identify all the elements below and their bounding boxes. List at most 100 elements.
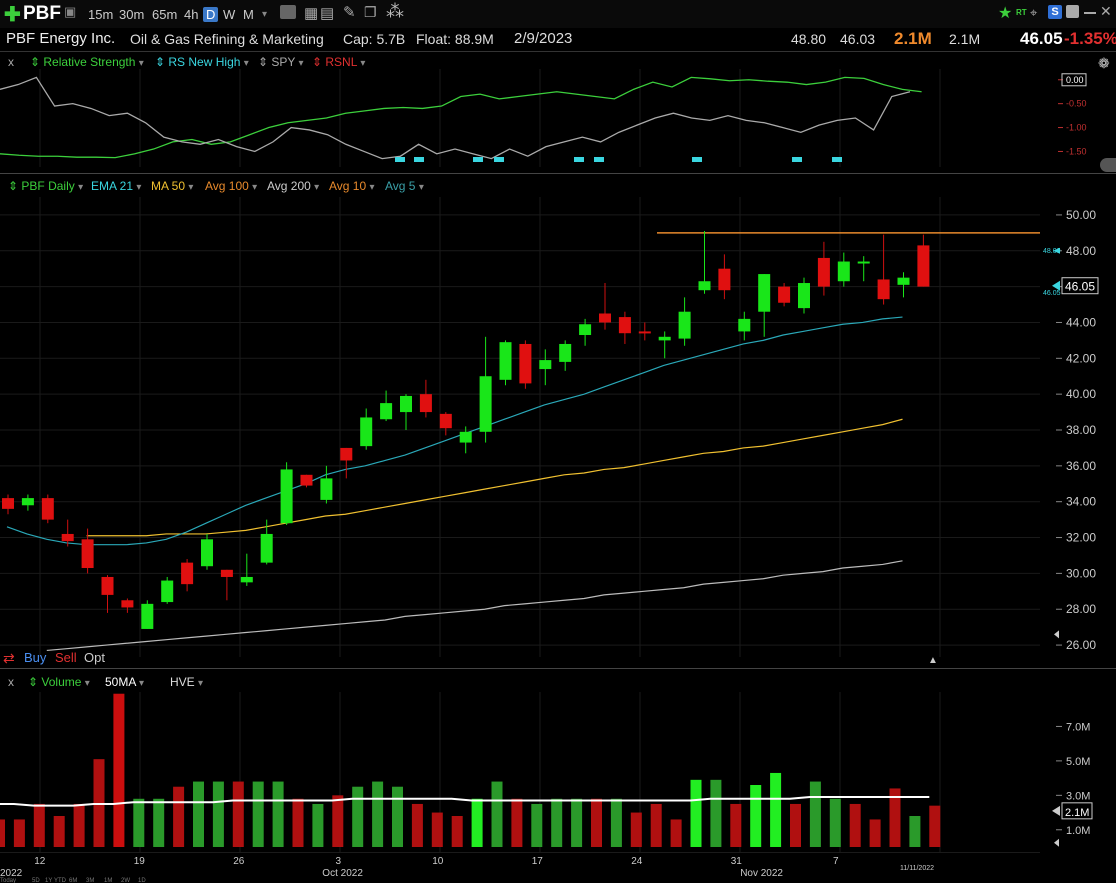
legend-avg10[interactable]: Avg 10 ▾ bbox=[329, 179, 375, 193]
pencil-icon[interactable]: ✎ bbox=[343, 4, 356, 21]
rs-item-relative-strength[interactable]: ⇕ Relative Strength ▾ bbox=[30, 55, 144, 69]
company-name: PBF Energy Inc. bbox=[6, 30, 116, 47]
volume-bar bbox=[212, 781, 224, 847]
chevron-down-icon[interactable]: ▾ bbox=[138, 58, 144, 69]
buy-button[interactable]: Buy bbox=[24, 650, 47, 665]
rs-close-button[interactable]: x bbox=[8, 55, 14, 69]
chevron-down-icon[interactable]: ▾ bbox=[243, 58, 249, 69]
volume-bar bbox=[571, 798, 583, 847]
volume-close-button[interactable]: x bbox=[8, 675, 14, 689]
price-chart[interactable]: 50.0048.0046.0044.0042.0040.0038.0036.00… bbox=[0, 197, 1116, 667]
volume-bar bbox=[630, 812, 642, 847]
rs-item-new-high[interactable]: ⇕ RS New High ▾ bbox=[155, 55, 249, 69]
share-icon[interactable]: ⁂ bbox=[386, 1, 404, 21]
volume-item[interactable]: ⇕ Volume ▾ bbox=[28, 675, 90, 689]
range-button-1y[interactable]: 1Y bbox=[45, 878, 52, 883]
candle-body bbox=[579, 324, 592, 336]
volume-bar bbox=[33, 803, 45, 847]
candle-body bbox=[618, 317, 631, 334]
chevron-down-icon[interactable]: ▾ bbox=[298, 58, 304, 69]
chevron-down-icon[interactable]: ▾ bbox=[188, 182, 194, 193]
volume-bar bbox=[670, 819, 682, 847]
chevron-down-icon[interactable]: ▾ bbox=[198, 678, 204, 689]
range-button-1m[interactable]: 1M bbox=[104, 878, 112, 883]
rt-badge[interactable]: RT bbox=[1016, 8, 1027, 17]
interval-4h[interactable]: 4h bbox=[184, 7, 199, 22]
trade-icon[interactable]: ⇄ bbox=[3, 650, 15, 666]
candle-body bbox=[479, 376, 492, 432]
rs-item-rsnl[interactable]: ⇕ RSNL ▾ bbox=[312, 55, 365, 69]
chevron-down-icon[interactable]: ▾ bbox=[78, 182, 84, 193]
interval-d[interactable]: D bbox=[203, 7, 219, 22]
volume-bar bbox=[610, 798, 622, 847]
hve-item[interactable]: HVE ▾ bbox=[170, 675, 203, 689]
rs-chart: 0.00 -0.50 -1.00 -1.50 bbox=[0, 69, 1087, 167]
chevron-down-icon[interactable]: ▾ bbox=[360, 58, 366, 69]
ema-tag: 48.00 bbox=[1043, 248, 1061, 255]
percent-change: -1.35% bbox=[1064, 29, 1116, 48]
volume-bar bbox=[471, 798, 483, 847]
legend-avg5[interactable]: Avg 5 ▾ bbox=[385, 179, 424, 193]
chart-type-icon[interactable] bbox=[280, 5, 296, 19]
volume-bar bbox=[173, 786, 185, 847]
minimize-icon[interactable] bbox=[1084, 12, 1096, 14]
legend-pbf-daily[interactable]: ⇕ PBF Daily ▾ bbox=[8, 179, 83, 193]
symbol-label[interactable]: PBF bbox=[23, 3, 61, 24]
chevron-down-icon[interactable]: ▾ bbox=[84, 678, 90, 689]
chevron-down-icon[interactable]: ▾ bbox=[418, 182, 424, 193]
volume-bar bbox=[13, 819, 25, 847]
legend-avg100[interactable]: Avg 100 ▾ bbox=[205, 179, 257, 193]
sell-button[interactable]: Sell bbox=[55, 650, 77, 665]
chevron-down-icon[interactable]: ▾ bbox=[136, 182, 142, 193]
range-button-ytd[interactable]: YTD bbox=[54, 878, 67, 883]
collapse-panel-icon[interactable] bbox=[1100, 158, 1116, 172]
range-button-today[interactable]: Today bbox=[0, 878, 16, 883]
camera-icon[interactable]: ▣ bbox=[64, 4, 77, 19]
legend-ema21[interactable]: EMA 21 ▾ bbox=[91, 179, 141, 193]
candle-body bbox=[400, 395, 412, 413]
volume-tag-box bbox=[1061, 802, 1093, 820]
date-tick-label: 19 bbox=[134, 856, 146, 867]
palette-icon[interactable]: ❁ bbox=[1098, 55, 1110, 71]
chevron-down-icon[interactable]: ▾ bbox=[139, 678, 145, 689]
range-button-2w[interactable]: 2W bbox=[121, 878, 130, 883]
interval-30m[interactable]: 30m bbox=[119, 7, 145, 22]
legend-ma50[interactable]: MA 50 ▾ bbox=[151, 179, 193, 193]
ema21-line bbox=[6, 316, 903, 546]
indicator-toggle-icon: ⇕ bbox=[8, 179, 22, 193]
range-button-3m[interactable]: 3M bbox=[86, 878, 94, 883]
layers-icon[interactable]: ❐ bbox=[364, 4, 377, 20]
legend-label: Avg 10 bbox=[329, 179, 367, 193]
range-button-5d[interactable]: 5D bbox=[32, 878, 40, 883]
candle-body bbox=[499, 342, 512, 380]
industry-label[interactable]: Oil & Gas Refining & Marketing bbox=[130, 31, 324, 47]
interval-m[interactable]: M bbox=[243, 7, 254, 22]
grid-icon[interactable]: ▦ bbox=[304, 5, 319, 22]
range-button-1d[interactable]: 1D bbox=[138, 878, 146, 883]
save-icon[interactable] bbox=[1066, 5, 1079, 18]
interval-15m[interactable]: 15m bbox=[88, 7, 114, 22]
add-icon[interactable]: ✚ bbox=[4, 4, 21, 26]
candle-body bbox=[181, 562, 194, 585]
rs-item-spy[interactable]: ⇕ SPY ▾ bbox=[258, 55, 304, 69]
alert-icon[interactable]: ⌖ bbox=[1030, 5, 1038, 20]
range-button-6m[interactable]: 6M bbox=[69, 878, 77, 883]
volume-ma-item[interactable]: 50MA ▾ bbox=[105, 675, 144, 689]
options-button[interactable]: Opt bbox=[84, 650, 105, 665]
volume-chart: 7.0M 5.0M 3.0M 1.0M 2.1M bbox=[0, 692, 1093, 852]
chevron-down-icon[interactable]: ▾ bbox=[314, 182, 320, 193]
star-icon[interactable]: ★ bbox=[998, 5, 1013, 22]
close-icon[interactable]: ✕ bbox=[1100, 3, 1112, 19]
month-label: 2022 bbox=[0, 868, 23, 879]
chevron-down-icon[interactable]: ▾ bbox=[369, 182, 375, 193]
rs-new-high-marker bbox=[414, 157, 424, 162]
s-badge[interactable]: S bbox=[1048, 5, 1062, 19]
legend-avg200[interactable]: Avg 200 ▾ bbox=[267, 179, 319, 193]
interval-w[interactable]: W bbox=[223, 7, 236, 22]
chevron-down-icon[interactable]: ▾ bbox=[252, 182, 258, 193]
price-axis-label: 42.00 bbox=[1066, 351, 1096, 365]
scroll-up-icon[interactable]: ▲ bbox=[928, 655, 938, 666]
interval-dropdown-icon[interactable]: ▾ bbox=[262, 9, 268, 20]
calculator-icon[interactable]: ▤ bbox=[320, 5, 335, 22]
interval-65m[interactable]: 65m bbox=[152, 7, 178, 22]
